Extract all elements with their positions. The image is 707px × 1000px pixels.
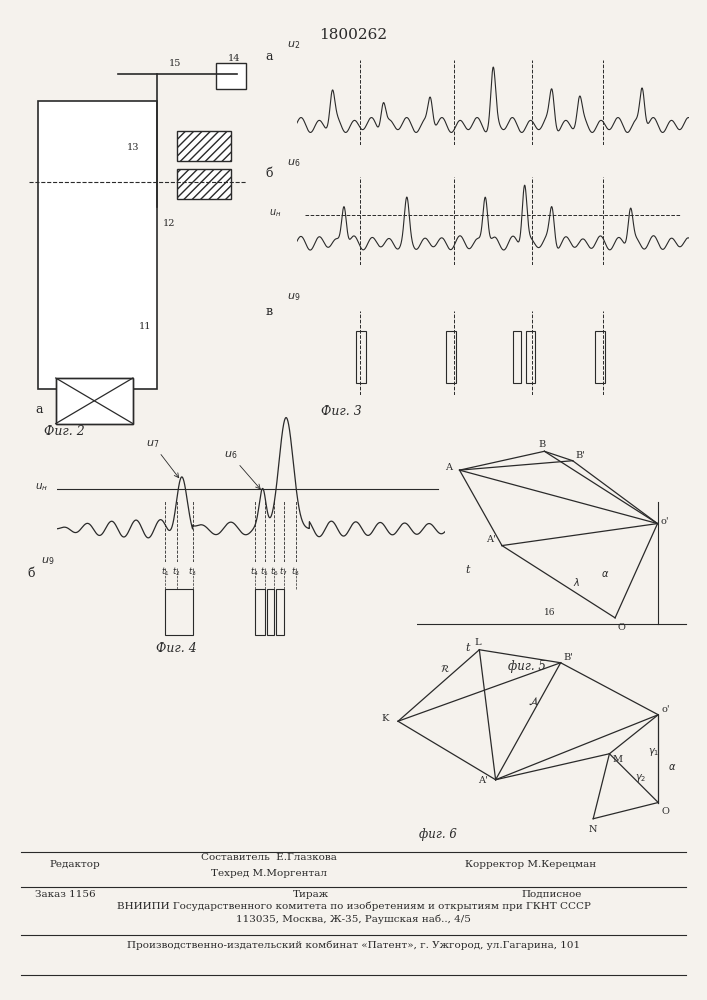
Text: Производственно-издательский комбинат «Патент», г. Ужгород, ул.Гагарина, 101: Производственно-издательский комбинат «П… bbox=[127, 940, 580, 950]
Text: $u_7$: $u_7$ bbox=[146, 438, 179, 478]
Bar bbox=[255, 589, 264, 635]
Text: $u_9$: $u_9$ bbox=[41, 555, 54, 567]
Text: $\mathcal{R}$: $\mathcal{R}$ bbox=[440, 664, 450, 674]
Text: Подписное: Подписное bbox=[521, 890, 582, 899]
Text: ВНИИПИ Государственного комитета по изобретениям и открытиям при ГКНТ СССР: ВНИИПИ Государственного комитета по изоб… bbox=[117, 902, 590, 911]
Bar bbox=[595, 331, 605, 383]
Text: t: t bbox=[465, 565, 469, 575]
Bar bbox=[216, 63, 246, 89]
Text: 12: 12 bbox=[163, 219, 175, 228]
Text: Редактор: Редактор bbox=[49, 860, 100, 869]
Text: а: а bbox=[35, 403, 42, 416]
Text: $\gamma_1$: $\gamma_1$ bbox=[648, 746, 660, 758]
Text: t: t bbox=[465, 643, 469, 653]
Text: $u_6$: $u_6$ bbox=[287, 158, 300, 169]
Text: B': B' bbox=[564, 652, 574, 662]
Bar bbox=[446, 331, 456, 383]
Text: A': A' bbox=[478, 776, 487, 785]
Text: $\alpha$: $\alpha$ bbox=[668, 762, 677, 772]
Text: Фиг. 3: Фиг. 3 bbox=[321, 405, 362, 418]
Bar bbox=[38, 101, 157, 389]
Text: M: M bbox=[613, 755, 623, 764]
Bar bbox=[267, 589, 274, 635]
Text: $t_1$: $t_1$ bbox=[160, 565, 169, 578]
Text: $u_н$: $u_н$ bbox=[269, 207, 282, 219]
Bar bbox=[356, 331, 366, 383]
Text: $t_4$: $t_4$ bbox=[250, 565, 259, 578]
Text: фиг. 6: фиг. 6 bbox=[419, 828, 457, 841]
Text: Фиг. 2: Фиг. 2 bbox=[44, 425, 85, 438]
Text: в: в bbox=[266, 305, 273, 318]
Text: Заказ 1156: Заказ 1156 bbox=[35, 890, 96, 899]
Text: б: б bbox=[28, 567, 35, 580]
Text: $\gamma_2$: $\gamma_2$ bbox=[636, 772, 647, 784]
Text: $u_2$: $u_2$ bbox=[287, 39, 300, 51]
Text: 15: 15 bbox=[168, 59, 181, 68]
Text: $t_3$: $t_3$ bbox=[188, 565, 197, 578]
Text: N: N bbox=[588, 825, 597, 834]
Text: A: A bbox=[445, 463, 452, 472]
Text: Техред М.Моргентал: Техред М.Моргентал bbox=[211, 869, 327, 878]
Text: а: а bbox=[266, 50, 273, 63]
Text: $t_2$: $t_2$ bbox=[173, 565, 181, 578]
Bar bbox=[276, 589, 284, 635]
Text: $u_9$: $u_9$ bbox=[287, 291, 300, 303]
Bar bbox=[527, 331, 535, 383]
Bar bbox=[56, 378, 133, 424]
Bar bbox=[177, 169, 231, 199]
Text: 1800262: 1800262 bbox=[320, 28, 387, 42]
Text: $u_н$: $u_н$ bbox=[35, 481, 48, 493]
Text: O: O bbox=[618, 623, 626, 632]
Text: Корректор М.Керецман: Корректор М.Керецман bbox=[464, 860, 596, 869]
Text: $t_7$: $t_7$ bbox=[279, 565, 288, 578]
Text: Тираж: Тираж bbox=[293, 890, 329, 899]
Text: 13: 13 bbox=[127, 143, 139, 152]
Text: o': o' bbox=[662, 704, 670, 714]
Text: $u_6$: $u_6$ bbox=[224, 449, 260, 489]
Bar bbox=[165, 589, 193, 635]
Bar bbox=[56, 378, 133, 424]
Text: $\mathcal{A}$: $\mathcal{A}$ bbox=[528, 696, 539, 707]
Text: 16: 16 bbox=[544, 608, 556, 617]
Bar bbox=[513, 331, 521, 383]
Text: 14: 14 bbox=[228, 54, 240, 63]
Text: o': o' bbox=[660, 517, 669, 526]
Text: Составитель  Е.Глазкова: Составитель Е.Глазкова bbox=[201, 853, 337, 862]
Text: $t_8$: $t_8$ bbox=[291, 565, 300, 578]
Text: L: L bbox=[474, 638, 481, 647]
Text: 11: 11 bbox=[139, 322, 151, 331]
Text: O: O bbox=[662, 807, 670, 816]
Text: B: B bbox=[539, 440, 546, 449]
Text: A': A' bbox=[486, 535, 496, 544]
Text: $t_6$: $t_6$ bbox=[269, 565, 279, 578]
Text: K: K bbox=[382, 714, 389, 723]
Text: $\alpha$: $\alpha$ bbox=[601, 569, 609, 579]
Text: $\lambda$: $\lambda$ bbox=[573, 576, 580, 588]
Text: б: б bbox=[266, 167, 273, 180]
Text: фиг. 5: фиг. 5 bbox=[508, 660, 546, 673]
Text: B': B' bbox=[575, 451, 585, 460]
Text: 113035, Москва, Ж-35, Раушская наб.., 4/5: 113035, Москва, Ж-35, Раушская наб.., 4/… bbox=[236, 914, 471, 924]
Bar bbox=[177, 131, 231, 161]
Text: Фиг. 4: Фиг. 4 bbox=[156, 642, 197, 655]
Text: $t_5$: $t_5$ bbox=[260, 565, 269, 578]
